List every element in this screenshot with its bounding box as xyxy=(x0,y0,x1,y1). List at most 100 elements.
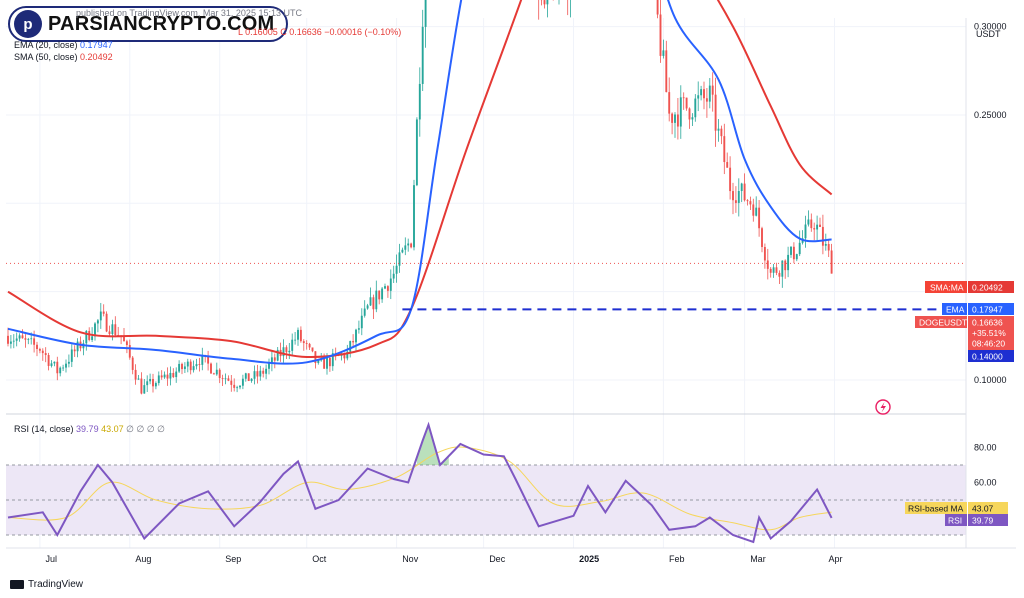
legend-sma-label: SMA (50, close) xyxy=(14,52,78,62)
candle-body xyxy=(9,341,12,344)
candle-body xyxy=(415,119,418,186)
candle-body xyxy=(795,254,798,260)
candle-body xyxy=(331,353,334,367)
candle-body xyxy=(15,338,18,341)
candle-body xyxy=(311,347,314,352)
candle-body xyxy=(30,338,33,340)
candle-body xyxy=(262,370,265,374)
candle-body xyxy=(816,224,819,230)
candle-body xyxy=(154,383,157,387)
candle-body xyxy=(392,273,395,279)
legend-rsi[interactable]: RSI (14, close) 39.79 43.07 ∅ ∅ ∅ ∅ xyxy=(14,424,165,435)
candle-body xyxy=(662,50,665,56)
candle-body xyxy=(62,367,65,369)
ohlc-text: L 0.16005 C 0.16636 −0.00016 (−0.10%) xyxy=(238,27,402,37)
candle-body xyxy=(665,50,668,93)
candle-body xyxy=(7,335,9,344)
rsi-tick-label: 60.00 xyxy=(974,478,997,488)
candle-body xyxy=(207,356,210,364)
candle-body xyxy=(386,286,389,291)
candle-body xyxy=(18,335,21,339)
candle-body xyxy=(688,108,691,120)
candle-body xyxy=(210,363,212,374)
rsi-line xyxy=(7,421,833,544)
candle-body xyxy=(372,297,375,310)
candle-body xyxy=(761,228,763,247)
candle-body xyxy=(720,128,723,137)
candle-body xyxy=(53,361,56,364)
candle-body xyxy=(70,349,73,362)
candle-body xyxy=(302,341,305,344)
logo-text: PARSIANCRYPTO.COM xyxy=(48,12,275,35)
rsi-badge: RSI 39.79 xyxy=(945,514,1008,526)
candle-body xyxy=(674,114,676,123)
candle-body xyxy=(268,363,270,369)
candle-body xyxy=(798,242,801,255)
candle-body xyxy=(273,357,276,361)
candle-body xyxy=(94,323,96,337)
candle-body xyxy=(784,260,787,271)
candle-body xyxy=(807,219,810,225)
candle-body xyxy=(407,243,410,246)
candle-body xyxy=(355,329,357,343)
candle-body xyxy=(821,226,824,246)
legend-rsi-ma-value: 43.07 xyxy=(101,424,124,434)
candle-body xyxy=(676,114,679,127)
candle-body xyxy=(732,191,734,201)
tradingview-brand[interactable]: TradingView xyxy=(10,579,83,590)
sma-50-line xyxy=(7,0,833,359)
legend-ema[interactable]: EMA (20, close) 0.17947 xyxy=(14,40,113,50)
time-axis-label: Dec xyxy=(489,554,506,564)
candle-body xyxy=(59,367,62,374)
candle-body xyxy=(691,117,694,120)
candle-body xyxy=(149,378,152,382)
candle-body xyxy=(134,369,137,380)
currency-label: USDT xyxy=(976,29,1001,39)
legend-sma-value: 0.20492 xyxy=(80,52,113,62)
candle-body xyxy=(746,200,749,202)
candle-body xyxy=(105,313,108,332)
candle-body xyxy=(804,224,807,239)
candle-body xyxy=(140,378,143,394)
rsi-ma-badge: RSI-based MA 43.07 xyxy=(905,502,1008,514)
candle-body xyxy=(734,200,737,203)
candle-body xyxy=(73,349,76,352)
candle-body xyxy=(343,354,346,359)
candle-body xyxy=(656,0,659,15)
candle-body xyxy=(717,128,720,131)
candle-body xyxy=(294,339,297,341)
candle-body xyxy=(291,339,294,351)
legend-ema-label: EMA (20, close) xyxy=(14,40,78,50)
candle-body xyxy=(88,330,91,340)
candle-body xyxy=(766,260,769,269)
candle-body xyxy=(152,378,154,387)
candle-body xyxy=(244,373,247,379)
candle-body xyxy=(36,344,38,349)
rsi-value: 39.79 xyxy=(972,516,994,526)
legend-sma[interactable]: SMA (50, close) 0.20492 xyxy=(14,52,113,62)
candle-body xyxy=(157,375,160,384)
candle-body xyxy=(247,373,250,382)
candle-body xyxy=(326,357,328,369)
candle-body xyxy=(175,371,178,378)
candle-body xyxy=(763,246,766,261)
candle-body xyxy=(259,370,262,377)
candle-body xyxy=(65,363,67,368)
candle-body xyxy=(50,363,53,366)
candle-body xyxy=(819,224,821,227)
candle-body xyxy=(685,97,688,109)
publisher-text: published on TradingView.com, Mar 31, 20… xyxy=(76,8,302,18)
candle-body xyxy=(33,338,36,345)
change-percent: +35.51% xyxy=(972,328,1006,338)
candle-body xyxy=(758,207,761,229)
candle-body xyxy=(250,378,253,382)
candle-body xyxy=(44,353,47,356)
candle-body xyxy=(131,357,134,370)
sma-badge-tag: SMA:MA xyxy=(930,283,964,293)
candle-body xyxy=(270,357,273,364)
flash-icon[interactable] xyxy=(875,399,891,415)
support-badge: 0.14000 xyxy=(968,350,1014,362)
candle-body xyxy=(224,378,227,380)
candle-body xyxy=(186,361,189,367)
